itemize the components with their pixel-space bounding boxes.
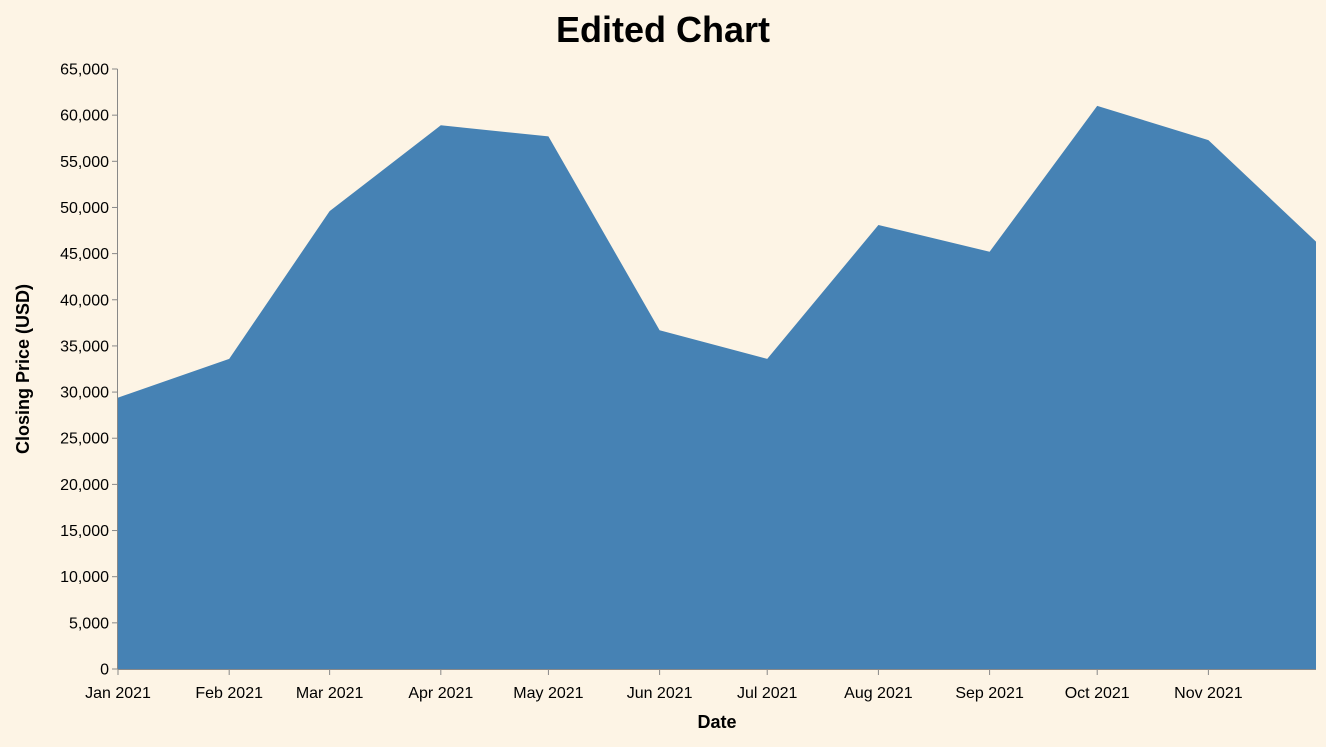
x-tick-label: Jul 2021 bbox=[737, 685, 798, 702]
y-tick-label: 0 bbox=[100, 662, 109, 679]
y-tick-label: 15,000 bbox=[60, 523, 109, 540]
x-tick-label: Jan 2021 bbox=[85, 685, 151, 702]
y-tick-label: 55,000 bbox=[60, 154, 109, 171]
y-tick-label: 30,000 bbox=[60, 385, 109, 402]
y-axis: 0 5,000 10,000 15,000 20,000 25,000 30,000 35,0… bbox=[60, 62, 118, 679]
y-tick-label: 50,000 bbox=[60, 200, 109, 217]
x-tick-label: Jun 2021 bbox=[627, 685, 693, 702]
plot-area bbox=[118, 105, 1316, 670]
chart-title: Edited Chart bbox=[556, 9, 770, 50]
x-tick-label: Apr 2021 bbox=[408, 685, 473, 702]
y-tick-label: 5,000 bbox=[69, 615, 109, 632]
y-tick-label: 35,000 bbox=[60, 338, 109, 355]
y-axis-title: Closing Price (USD) bbox=[13, 284, 33, 454]
x-tick-label: May 2021 bbox=[513, 685, 583, 702]
x-tick-label: Sep 2021 bbox=[955, 685, 1024, 702]
x-tick-label: Mar 2021 bbox=[296, 685, 364, 702]
x-tick-label: Oct 2021 bbox=[1065, 685, 1130, 702]
y-tick-label: 45,000 bbox=[60, 246, 109, 263]
y-tick-label: 20,000 bbox=[60, 477, 109, 494]
y-tick-label: 65,000 bbox=[60, 62, 109, 79]
x-axis: Jan 2021 Feb 2021 Mar 2021 Apr 2021 May 2021… bbox=[85, 669, 1316, 702]
y-tick-label: 60,000 bbox=[60, 108, 109, 125]
x-axis-title: Date bbox=[697, 712, 736, 732]
x-tick-label: Feb 2021 bbox=[195, 685, 263, 702]
x-tick-label: Nov 2021 bbox=[1174, 685, 1243, 702]
y-tick-label: 40,000 bbox=[60, 292, 109, 309]
y-tick-label: 10,000 bbox=[60, 569, 109, 586]
x-tick-label: Aug 2021 bbox=[844, 685, 913, 702]
y-tick-label: 25,000 bbox=[60, 431, 109, 448]
area-series bbox=[118, 105, 1316, 670]
